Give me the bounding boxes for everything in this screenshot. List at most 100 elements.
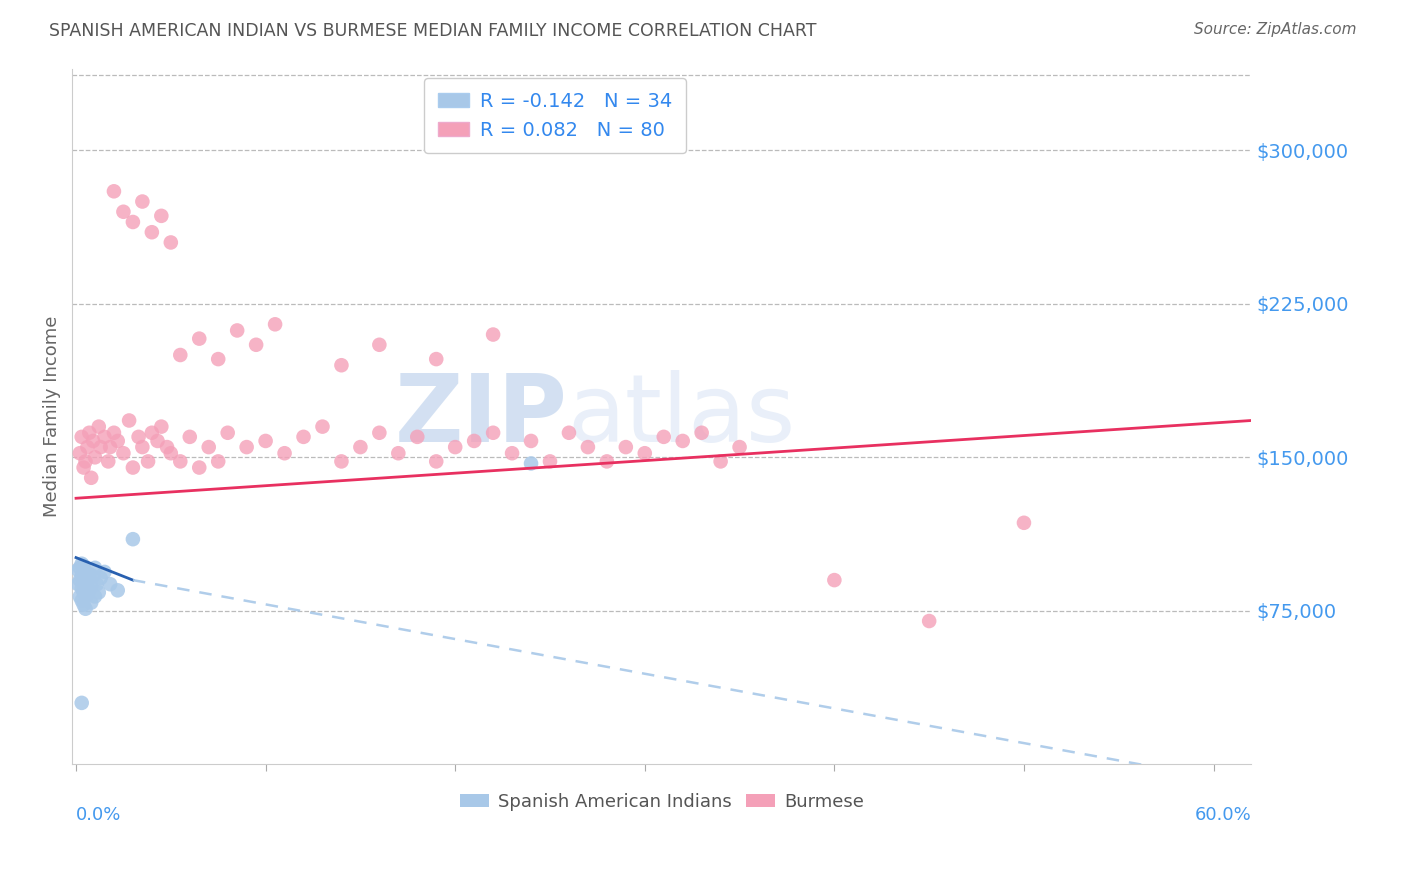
Point	[103, 425, 125, 440]
Point	[80, 579, 103, 593]
Point	[87, 419, 110, 434]
Point	[122, 460, 145, 475]
Point	[79, 566, 101, 581]
Point	[823, 573, 845, 587]
Point	[141, 225, 163, 239]
Point	[463, 434, 485, 448]
Point	[501, 446, 523, 460]
Point	[146, 434, 169, 448]
Point	[93, 565, 115, 579]
Point	[179, 430, 201, 444]
Point	[576, 440, 599, 454]
Point	[93, 430, 115, 444]
Point	[245, 338, 267, 352]
Point	[207, 352, 229, 367]
Point	[150, 419, 173, 434]
Text: Source: ZipAtlas.com: Source: ZipAtlas.com	[1194, 22, 1357, 37]
Point	[169, 454, 191, 468]
Point	[72, 598, 94, 612]
Text: SPANISH AMERICAN INDIAN VS BURMESE MEDIAN FAMILY INCOME CORRELATION CHART: SPANISH AMERICAN INDIAN VS BURMESE MEDIA…	[49, 22, 817, 40]
Point	[84, 450, 107, 465]
Point	[368, 338, 391, 352]
Point	[66, 577, 89, 591]
Point	[406, 430, 429, 444]
Point	[330, 454, 353, 468]
Text: atlas: atlas	[568, 370, 796, 462]
Point	[84, 561, 107, 575]
Point	[79, 425, 101, 440]
Text: 60.0%: 60.0%	[1195, 806, 1251, 824]
Point	[80, 596, 103, 610]
Point	[349, 440, 371, 454]
Point	[520, 434, 543, 448]
Point	[75, 454, 97, 468]
Point	[98, 440, 121, 454]
Point	[136, 454, 159, 468]
Point	[131, 440, 153, 454]
Point	[425, 352, 447, 367]
Point	[66, 563, 89, 577]
Point	[150, 209, 173, 223]
Point	[75, 577, 97, 591]
Point	[197, 440, 219, 454]
Point	[107, 583, 129, 598]
Point	[70, 582, 93, 596]
Point	[131, 194, 153, 209]
Point	[72, 585, 94, 599]
Point	[217, 425, 239, 440]
Legend: Spanish American Indians, Burmese: Spanish American Indians, Burmese	[453, 786, 872, 818]
Point	[69, 573, 91, 587]
Point	[82, 434, 104, 448]
Point	[188, 332, 211, 346]
Point	[122, 215, 145, 229]
Point	[112, 204, 135, 219]
Point	[75, 601, 97, 615]
Point	[254, 434, 277, 448]
Point	[159, 235, 181, 250]
Point	[444, 440, 467, 454]
Point	[169, 348, 191, 362]
Point	[107, 434, 129, 448]
Point	[97, 454, 120, 468]
Point	[159, 446, 181, 460]
Point	[72, 460, 94, 475]
Point	[596, 454, 619, 468]
Point	[70, 569, 93, 583]
Point	[141, 425, 163, 440]
Point	[1012, 516, 1035, 530]
Point	[235, 440, 257, 454]
Point	[69, 561, 91, 575]
Point	[226, 323, 249, 337]
Point	[330, 358, 353, 372]
Point	[614, 440, 637, 454]
Text: 0.0%: 0.0%	[76, 806, 121, 824]
Point	[103, 184, 125, 198]
Point	[70, 593, 93, 607]
Point	[90, 440, 112, 454]
Point	[86, 577, 108, 591]
Point	[264, 318, 287, 332]
Y-axis label: Median Family Income: Median Family Income	[44, 316, 60, 517]
Point	[634, 446, 657, 460]
Point	[425, 454, 447, 468]
Point	[387, 446, 409, 460]
Point	[72, 558, 94, 573]
Point	[918, 614, 941, 628]
Point	[79, 583, 101, 598]
Point	[70, 696, 93, 710]
Point	[672, 434, 695, 448]
Point	[311, 419, 333, 434]
Point	[156, 440, 179, 454]
Point	[368, 425, 391, 440]
Point	[207, 454, 229, 468]
Point	[75, 565, 97, 579]
Point	[482, 327, 505, 342]
Point	[76, 587, 98, 601]
Point	[482, 425, 505, 440]
Point	[690, 425, 713, 440]
Point	[118, 413, 141, 427]
Point	[652, 430, 675, 444]
Point	[728, 440, 751, 454]
Point	[112, 446, 135, 460]
Point	[90, 571, 112, 585]
